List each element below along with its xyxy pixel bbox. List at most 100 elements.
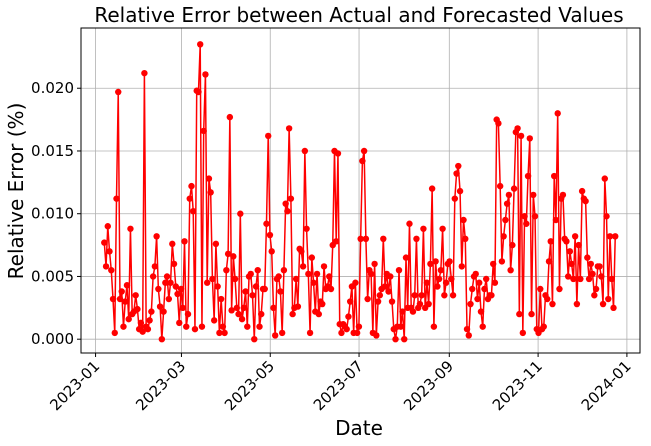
data-point [252,283,260,290]
data-point [224,250,232,258]
data-point [411,292,418,299]
x-tick-label: 2023-05 [221,357,278,414]
data-point [371,260,378,268]
data-point [456,187,464,195]
data-point [153,233,160,240]
data-point [158,336,166,343]
data-point [244,323,251,330]
data-point [496,182,504,190]
data-point [170,260,178,268]
data-point [287,195,295,202]
data-point [552,216,560,224]
data-point [442,279,450,286]
data-point [402,254,410,261]
data-point [516,310,523,318]
data-point [589,270,596,278]
data-point [596,263,603,270]
data-point [146,317,153,324]
data-point [460,216,467,224]
data-point [571,233,579,240]
data-point [195,88,202,96]
data-point [573,300,581,308]
data-point [505,191,513,199]
data-point [477,308,485,315]
data-point [441,292,448,299]
x-tick-label: 2023-07 [310,357,367,414]
data-point [320,263,328,270]
data-point [285,125,293,132]
data-point [254,266,261,274]
data-point [104,223,111,230]
data-point [610,304,617,312]
data-point [102,263,110,270]
data-point [151,263,159,270]
data-point [214,283,221,290]
data-point [413,235,420,243]
data-point [489,260,497,268]
y-tick-label: 0.010 [31,205,74,223]
x-axis: 2023-01 2023-03 2023-05 2023-07 2023-09 2023-… [46,353,635,414]
data-point [481,285,488,293]
data-point [463,325,471,333]
data-point [338,329,345,337]
data-point [256,323,263,330]
data-point [101,239,108,246]
data-point [427,260,434,268]
data-point [217,295,225,303]
data-point [437,266,445,274]
data-point [172,283,179,290]
data-point [409,308,417,315]
data-point [559,191,567,199]
data-point [526,135,533,142]
data-point [517,132,525,140]
data-point [109,295,117,303]
data-point [125,315,132,323]
data-point [362,235,370,243]
data-point [507,266,514,274]
data-point [240,304,247,312]
data-point [294,303,302,310]
data-point [162,279,169,286]
data-point [346,298,354,305]
data-point [313,270,321,278]
data-point [155,285,162,293]
data-point [387,273,394,280]
data-point [606,233,614,240]
data-point [467,300,474,308]
data-point [144,325,152,333]
data-point [207,189,214,196]
data-point [521,213,528,220]
data-point [488,292,495,299]
data-point [587,260,595,268]
data-point [568,260,575,268]
data-point [268,248,275,255]
data-point [554,110,561,117]
data-point [231,275,239,283]
data-point [160,308,167,315]
data-point [233,304,241,312]
data-point [462,235,469,243]
data-point [275,273,282,280]
data-point [591,292,598,299]
data-point [212,240,220,248]
data-point [566,248,574,255]
data-point [418,292,425,299]
data-point [601,175,608,182]
data-point [289,310,296,318]
data-point [277,288,284,295]
y-axis: 0.000 0.005 0.010 0.015 0.020 [31,79,81,348]
data-point [191,325,199,333]
data-point [453,170,460,177]
y-tick-label: 0.005 [31,267,74,285]
data-point [223,266,230,274]
data-point [469,285,476,293]
data-point [592,285,600,293]
data-point [585,275,593,283]
data-point [360,147,368,155]
data-point [249,292,256,299]
data-point [528,310,535,318]
data-point [544,295,551,303]
data-point [599,300,607,308]
data-point [455,162,462,170]
data-point [406,220,413,227]
